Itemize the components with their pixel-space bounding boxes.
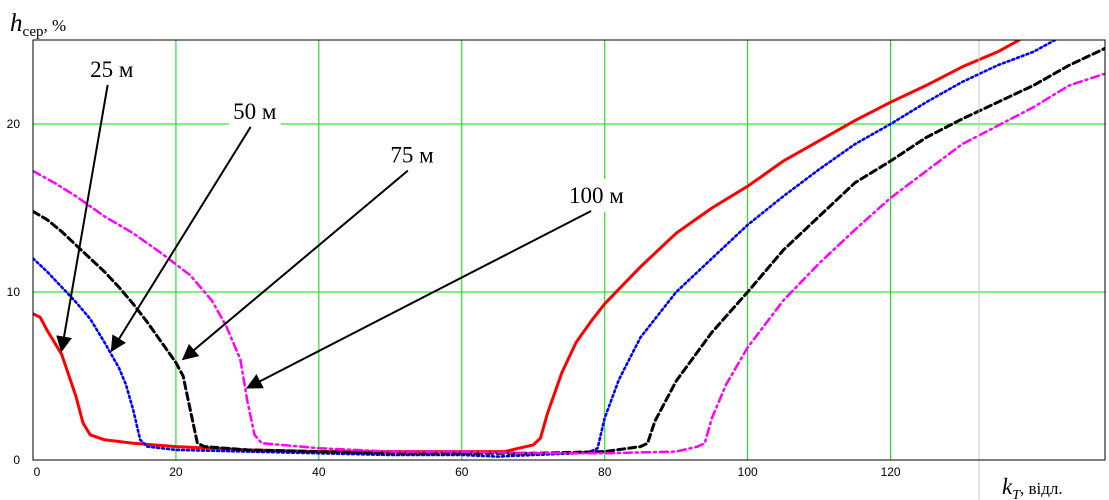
series-label-arrow <box>181 169 409 361</box>
series-label: 100 м <box>569 183 624 208</box>
x-tick-label: 120 <box>881 465 901 479</box>
grid <box>33 40 1105 460</box>
x-axis-symbol: k <box>1002 474 1013 499</box>
y-axis-subscript: сер <box>23 24 44 40</box>
series-line-s100 <box>33 72 1105 455</box>
y-tick-label: 0 <box>13 453 20 467</box>
y-tick-label: 20 <box>7 117 21 131</box>
tick-labels: 0 20 40 60 80 100 120 0 10 20 <box>7 117 901 479</box>
series-group <box>33 40 1105 458</box>
y-axis-symbol: h <box>10 10 23 37</box>
x-axis-suffix: , відл. <box>1020 479 1063 498</box>
y-axis-suffix: , % <box>44 16 67 35</box>
x-tick-label: 80 <box>598 465 612 479</box>
series-label: 50 м <box>233 99 277 124</box>
x-tick-label: 0 <box>34 465 41 479</box>
x-axis-subscript: T <box>1012 488 1021 500</box>
x-axis-title: kT, відл. <box>1002 474 1063 500</box>
x-tick-label: 20 <box>169 465 183 479</box>
annotations: 25 м 50 м 75 м 100 м <box>56 52 629 389</box>
plot-background <box>33 40 1105 460</box>
x-tick-label: 40 <box>312 465 326 479</box>
x-tick-label: 100 <box>738 465 758 479</box>
series-label-arrow <box>56 84 109 353</box>
series-label: 75 м <box>390 143 434 168</box>
series-label-background <box>386 138 439 172</box>
series-line-s25 <box>33 40 1021 454</box>
plot-frame <box>32 39 1106 461</box>
series-label-background <box>86 52 138 86</box>
series-label-arrow <box>245 210 592 389</box>
y-tick-label: 10 <box>7 285 21 299</box>
series-label-arrow <box>110 126 252 353</box>
x-tick-label: 60 <box>455 465 469 479</box>
series-label: 25 м <box>90 57 134 82</box>
series-line-s75 <box>33 46 1105 455</box>
series-label-background <box>229 94 281 128</box>
series-label-background <box>565 178 629 212</box>
y-axis-title: hсер, % <box>10 10 66 40</box>
